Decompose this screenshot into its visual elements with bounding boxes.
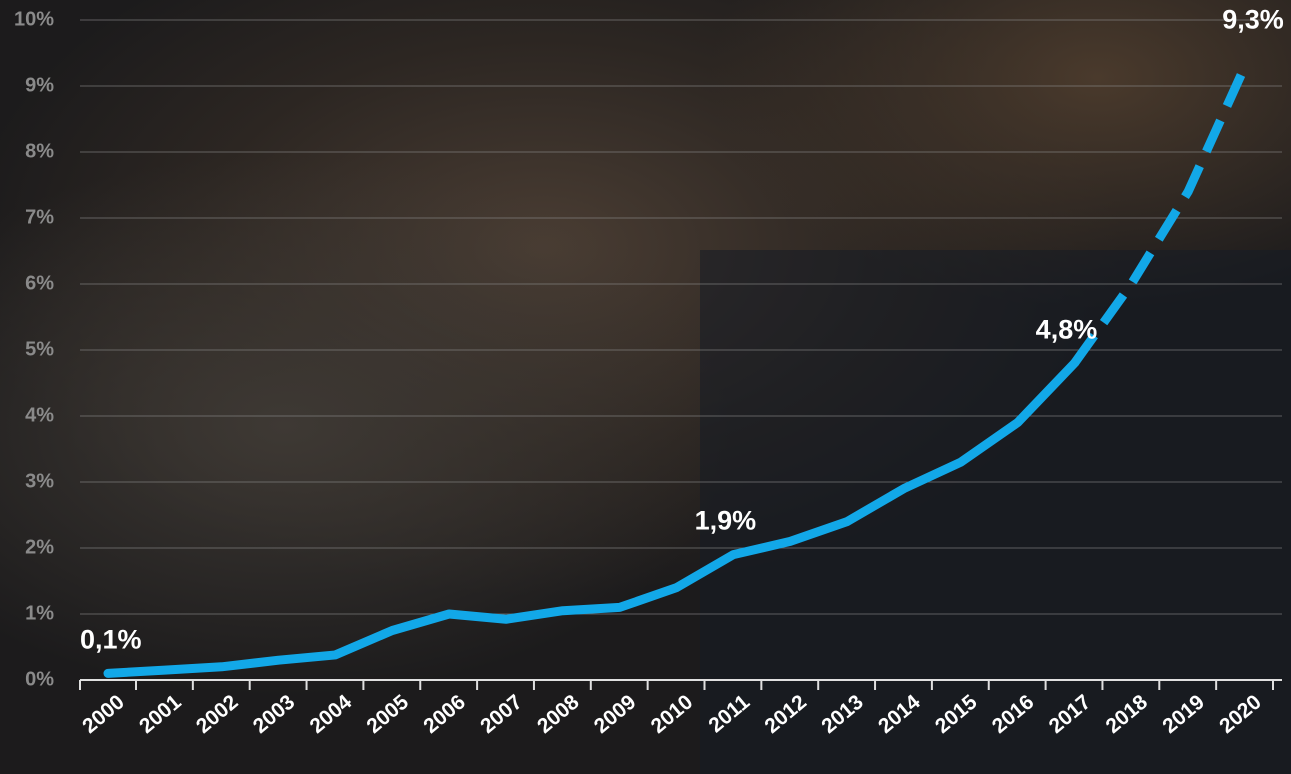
- y-tick-label: 3%: [25, 470, 54, 492]
- y-tick-label: 7%: [25, 206, 54, 228]
- y-tick-label: 6%: [25, 272, 54, 294]
- data-line: [103, 358, 1079, 678]
- value-label: 4,8%: [1036, 314, 1098, 344]
- y-tick-label: 0%: [25, 668, 54, 690]
- value-label: 9,3%: [1222, 4, 1284, 34]
- y-tick-label: 10%: [14, 8, 54, 30]
- y-tick-label: 5%: [25, 338, 54, 360]
- y-tick-label: 9%: [25, 74, 54, 96]
- projected-line: [1070, 64, 1250, 366]
- y-tick-label: 4%: [25, 404, 54, 426]
- y-tick-label: 1%: [25, 602, 54, 624]
- background-shade: [700, 250, 1291, 774]
- y-tick-label: 8%: [25, 140, 54, 162]
- plot: 0,1% 1,9% 4,8% 9,3%: [80, 4, 1284, 678]
- y-tick-label: 2%: [25, 536, 54, 558]
- value-label: 1,9%: [695, 506, 757, 536]
- value-label: 0,1%: [80, 625, 142, 655]
